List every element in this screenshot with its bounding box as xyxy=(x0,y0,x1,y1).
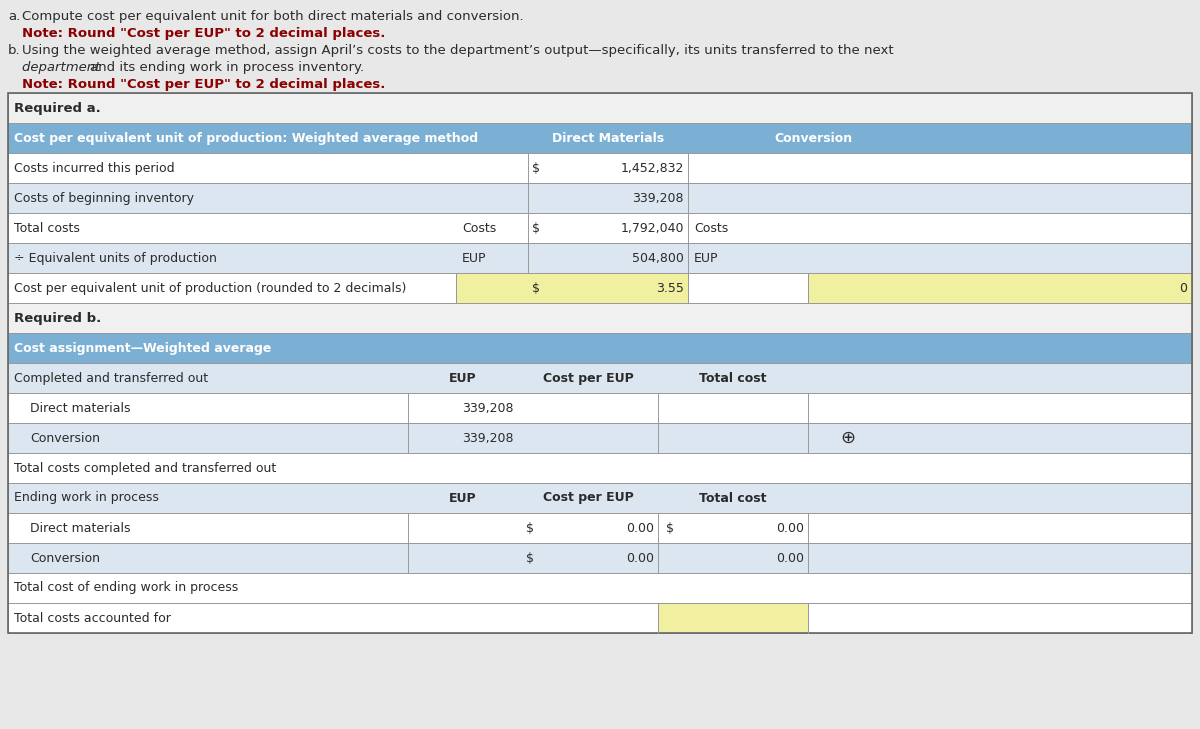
Text: Required a.: Required a. xyxy=(14,101,101,114)
Text: Cost per equivalent unit of production (rounded to 2 decimals): Cost per equivalent unit of production (… xyxy=(14,281,407,295)
Text: Costs incurred this period: Costs incurred this period xyxy=(14,162,175,174)
Text: Cost per equivalent unit of production: Weighted average method: Cost per equivalent unit of production: … xyxy=(14,131,478,144)
Text: 0: 0 xyxy=(1178,281,1187,295)
Text: Direct materials: Direct materials xyxy=(30,402,131,415)
Bar xyxy=(8,513,1192,543)
Text: Costs of beginning inventory: Costs of beginning inventory xyxy=(14,192,194,205)
Bar xyxy=(8,483,1192,513)
Bar xyxy=(8,453,1192,483)
Bar xyxy=(8,93,1192,633)
Bar xyxy=(8,153,1192,183)
Text: 1,452,832: 1,452,832 xyxy=(620,162,684,174)
Text: EUP: EUP xyxy=(462,252,486,265)
Text: Note: Round "Cost per EUP" to 2 decimal places.: Note: Round "Cost per EUP" to 2 decimal … xyxy=(22,27,385,40)
Bar xyxy=(8,363,1192,393)
Bar xyxy=(8,243,1192,273)
Text: 339,208: 339,208 xyxy=(462,432,514,445)
Text: Direct materials: Direct materials xyxy=(30,521,131,534)
Text: 0.00: 0.00 xyxy=(776,552,804,564)
Text: department: department xyxy=(22,61,104,74)
Text: EUP: EUP xyxy=(449,372,476,384)
Text: Total cost: Total cost xyxy=(700,491,767,504)
Text: Costs: Costs xyxy=(462,222,497,235)
Bar xyxy=(8,543,1192,573)
Bar xyxy=(8,573,1192,603)
Bar xyxy=(8,93,1192,123)
Bar xyxy=(8,393,1192,423)
Bar xyxy=(688,273,808,303)
Bar xyxy=(808,273,1192,303)
Bar xyxy=(8,183,1192,213)
Text: $: $ xyxy=(532,281,540,295)
Text: Conversion: Conversion xyxy=(30,432,100,445)
Text: Conversion: Conversion xyxy=(774,131,852,144)
Text: 3.55: 3.55 xyxy=(656,281,684,295)
Text: 1,792,040: 1,792,040 xyxy=(620,222,684,235)
Text: 0.00: 0.00 xyxy=(626,521,654,534)
Text: Using the weighted average method, assign April’s costs to the department’s outp: Using the weighted average method, assig… xyxy=(22,44,894,57)
Bar xyxy=(8,303,1192,333)
Text: Total cost: Total cost xyxy=(700,372,767,384)
Bar xyxy=(658,603,808,633)
Text: 0.00: 0.00 xyxy=(776,521,804,534)
Text: Total costs completed and transferred out: Total costs completed and transferred ou… xyxy=(14,461,276,475)
Text: Cost assignment—Weighted average: Cost assignment—Weighted average xyxy=(14,341,271,354)
Text: 0.00: 0.00 xyxy=(626,552,654,564)
Bar xyxy=(8,213,1192,243)
Text: $: $ xyxy=(526,521,534,534)
Text: $: $ xyxy=(532,162,540,174)
Text: Cost per EUP: Cost per EUP xyxy=(542,491,634,504)
Text: 339,208: 339,208 xyxy=(632,192,684,205)
Text: EUP: EUP xyxy=(449,491,476,504)
Bar xyxy=(8,423,1192,453)
Text: EUP: EUP xyxy=(694,252,719,265)
Text: Cost per EUP: Cost per EUP xyxy=(542,372,634,384)
Bar xyxy=(8,333,1192,363)
Text: Note: Round "Cost per EUP" to 2 decimal places.: Note: Round "Cost per EUP" to 2 decimal … xyxy=(22,78,385,91)
Text: 339,208: 339,208 xyxy=(462,402,514,415)
Text: $: $ xyxy=(526,552,534,564)
Text: 504,800: 504,800 xyxy=(632,252,684,265)
Text: ÷ Equivalent units of production: ÷ Equivalent units of production xyxy=(14,252,217,265)
Text: Total cost of ending work in process: Total cost of ending work in process xyxy=(14,582,239,595)
Bar xyxy=(8,603,658,633)
Bar xyxy=(8,123,1192,153)
Text: $: $ xyxy=(666,521,674,534)
Text: Direct Materials: Direct Materials xyxy=(552,131,664,144)
Text: Total costs: Total costs xyxy=(14,222,80,235)
Text: Completed and transferred out: Completed and transferred out xyxy=(14,372,208,384)
Text: $: $ xyxy=(532,222,540,235)
Bar xyxy=(808,603,1192,633)
Text: Ending work in process: Ending work in process xyxy=(14,491,158,504)
Bar xyxy=(456,273,688,303)
Text: b.: b. xyxy=(8,44,20,57)
Text: and its ending work in process inventory.: and its ending work in process inventory… xyxy=(90,61,364,74)
Text: Total costs accounted for: Total costs accounted for xyxy=(14,612,170,625)
Text: Conversion: Conversion xyxy=(30,552,100,564)
Text: ⊕: ⊕ xyxy=(840,429,856,447)
Text: Costs: Costs xyxy=(694,222,728,235)
Text: Required b.: Required b. xyxy=(14,311,101,324)
Text: a.: a. xyxy=(8,10,20,23)
Bar xyxy=(8,273,456,303)
Text: Compute cost per equivalent unit for both direct materials and conversion.: Compute cost per equivalent unit for bot… xyxy=(22,10,523,23)
